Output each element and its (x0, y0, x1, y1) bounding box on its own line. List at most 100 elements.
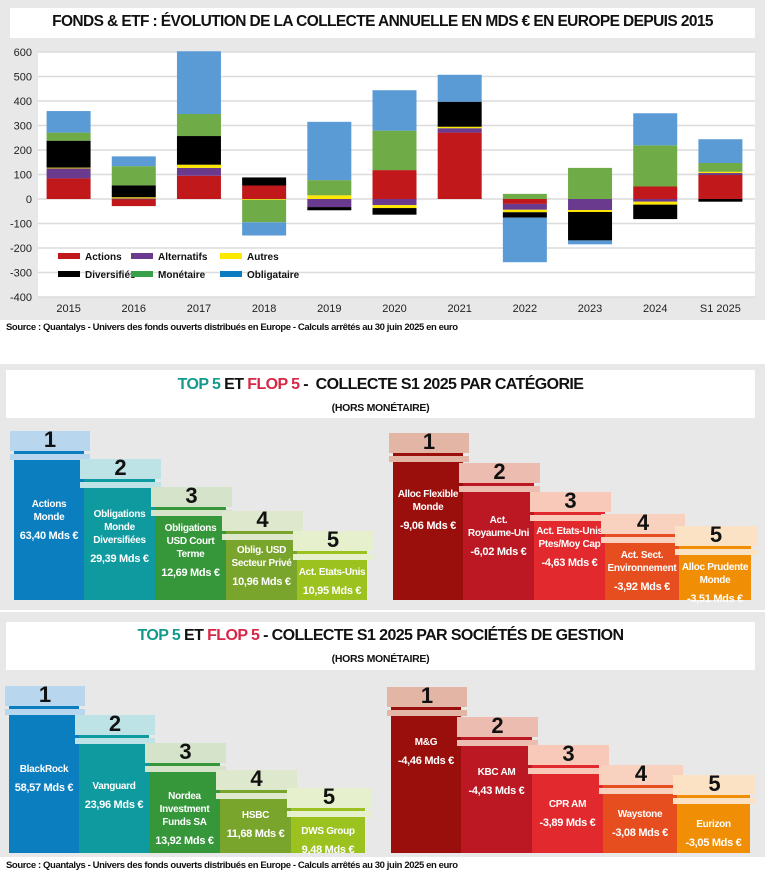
legend-swatch (220, 253, 242, 259)
x-tick-label: 2019 (317, 303, 341, 315)
rank-band (528, 768, 609, 774)
rank-stripe (155, 507, 226, 510)
rank-band (387, 710, 467, 716)
rank-number: 4 (634, 761, 648, 786)
rank-stripe (9, 706, 79, 709)
podium-bar: Alloc Prudente Monde -3,51 Mds € (679, 555, 751, 605)
podium-label: Nordea Investment Funds SA (159, 791, 210, 828)
x-tick-label: 2021 (447, 303, 471, 315)
rank-number: 1 (420, 683, 434, 708)
podium-bar: Obligations Monde Diversifiées 29,39 Mds … (84, 488, 155, 600)
y-tick-label: 200 (14, 145, 32, 157)
title-flop5: FLOP 5 (247, 376, 300, 393)
rank-number: 2 (493, 459, 506, 484)
podium-bar: Oblig. USD Secteur Privé 10,96 Mds € (226, 540, 297, 600)
rank-number: 5 (709, 522, 723, 547)
y-tick-label: 300 (14, 121, 32, 133)
rank-number: 4 (256, 507, 269, 532)
x-tick-label: 2015 (56, 303, 80, 315)
podium-value: -3,05 Mds € (685, 837, 742, 849)
rank-number: 3 (562, 741, 575, 766)
rank-cap: 3 (151, 483, 232, 508)
rank-stripe (220, 790, 291, 793)
rank-stripe (79, 735, 149, 738)
bar-segment-diversifiés (502, 212, 547, 218)
bar-segment-monétaire (568, 167, 613, 199)
bar-segment-actions (502, 199, 547, 204)
categorie-flop5-podium: 1 Alloc Flexible Monde -9,06 Mds € 2 Act. Ro… (380, 364, 765, 610)
rank-cap: 5 (673, 771, 756, 796)
podium-label: CPR AM (548, 799, 587, 810)
podium-label: Alloc Prudente Monde (681, 562, 749, 586)
bar-segment-obligataire (307, 121, 352, 181)
bar-segment-alternatifs (698, 173, 743, 175)
bar-segment-autres (502, 209, 547, 213)
x-tick-label: 2016 (122, 303, 146, 315)
rank-band (216, 793, 297, 799)
bar-segment-diversifiés (633, 204, 678, 220)
podium-value: -3,51 Mds € (686, 593, 743, 605)
podium-bar: Eurizon -3,05 Mds € (677, 804, 750, 853)
legend-label: Monétaire (158, 270, 206, 281)
rank-number: 2 (108, 711, 122, 736)
bar-segment-monétaire (633, 145, 678, 187)
title-top5: TOP 5 (177, 376, 221, 393)
podium-bar: HSBC 11,68 Mds € (220, 799, 291, 853)
title-rest: - COLLECTE S1 2025 PAR SOCIÉTÉS DE GESTI… (259, 627, 624, 644)
legend-label: Alternatifs (158, 252, 208, 263)
rank-cap: 2 (80, 455, 161, 480)
rank-band (80, 482, 161, 488)
podium-label: Waystone (617, 809, 663, 820)
bar-segment-autres (698, 171, 743, 174)
bar-segment-actions (633, 186, 678, 199)
bar-segment-alternatifs (372, 199, 417, 206)
podium-bar: Act. Sect. Environnement -3,92 Mds € (605, 543, 679, 600)
y-tick-label: 100 (14, 170, 32, 182)
rank-band (459, 486, 540, 492)
podium-label: Eurizon (696, 819, 731, 830)
y-tick-label: -100 (10, 219, 32, 231)
bar-segment-diversifiés (568, 211, 613, 241)
rank-band (287, 811, 371, 817)
podium-bar: BlackRock 58,57 Mds € (9, 715, 79, 853)
y-tick-label: 0 (26, 194, 32, 206)
rank-band (673, 798, 756, 804)
rank-stripe (463, 483, 534, 486)
rank-cap: 1 (5, 682, 85, 707)
rank-number: 5 (708, 771, 721, 796)
x-tick-label: 2023 (578, 303, 602, 315)
rank-number: 1 (38, 682, 52, 707)
categorie-title: TOP 5 ET FLOP 5 - COLLECTE S1 2025 PAR C… (178, 371, 584, 399)
podium-value: 11,68 Mds € (226, 828, 285, 840)
societe-panel: TOP 5 ET FLOP 5 - COLLECTE S1 2025 PAR S… (0, 612, 765, 857)
bar-segment-obligataire (437, 74, 482, 102)
podium-label: Act. Sect. Environnement (607, 550, 677, 574)
bar-segment-diversifiés (307, 207, 352, 211)
rank-number: 2 (491, 713, 504, 738)
categorie-title-box: TOP 5 ET FLOP 5 - COLLECTE S1 2025 PAR C… (6, 370, 755, 418)
rank-cap: 2 (75, 711, 155, 736)
bar-segment-actions (372, 170, 417, 199)
podium-value: 63,40 Mds € (19, 530, 79, 542)
rank-cap: 1 (387, 683, 467, 708)
rank-number: 4 (636, 510, 650, 535)
podium-bar: KBC AM -4,43 Mds € (461, 746, 532, 853)
rank-stripe (532, 765, 603, 768)
title-et: ET (220, 376, 248, 393)
rank-stripe (84, 479, 155, 482)
source-note-bottom: Source : Quantalys - Univers des fonds o… (6, 860, 458, 871)
bar-segment-alternatifs (502, 203, 547, 210)
rank-stripe (461, 737, 532, 740)
bar-segment-actions (111, 199, 156, 207)
rank-cap: 4 (601, 510, 685, 535)
podium-bar: Act. Royaume-Uni -6,02 Mds € (463, 492, 534, 600)
podium-bar: Act. Etats-Unis Ptes/Moy Cap -4,63 Mds € (534, 521, 605, 600)
bar-segment-autres (307, 195, 352, 199)
bar-segment-monétaire (502, 193, 547, 199)
rank-band (10, 454, 90, 460)
bar-segment-autres (372, 205, 417, 209)
bar-segment-obligataire (176, 51, 221, 114)
podium-value: 10,95 Mds € (302, 585, 362, 597)
podium-value: 29,39 Mds € (90, 553, 149, 565)
rank-cap: 3 (145, 739, 226, 764)
